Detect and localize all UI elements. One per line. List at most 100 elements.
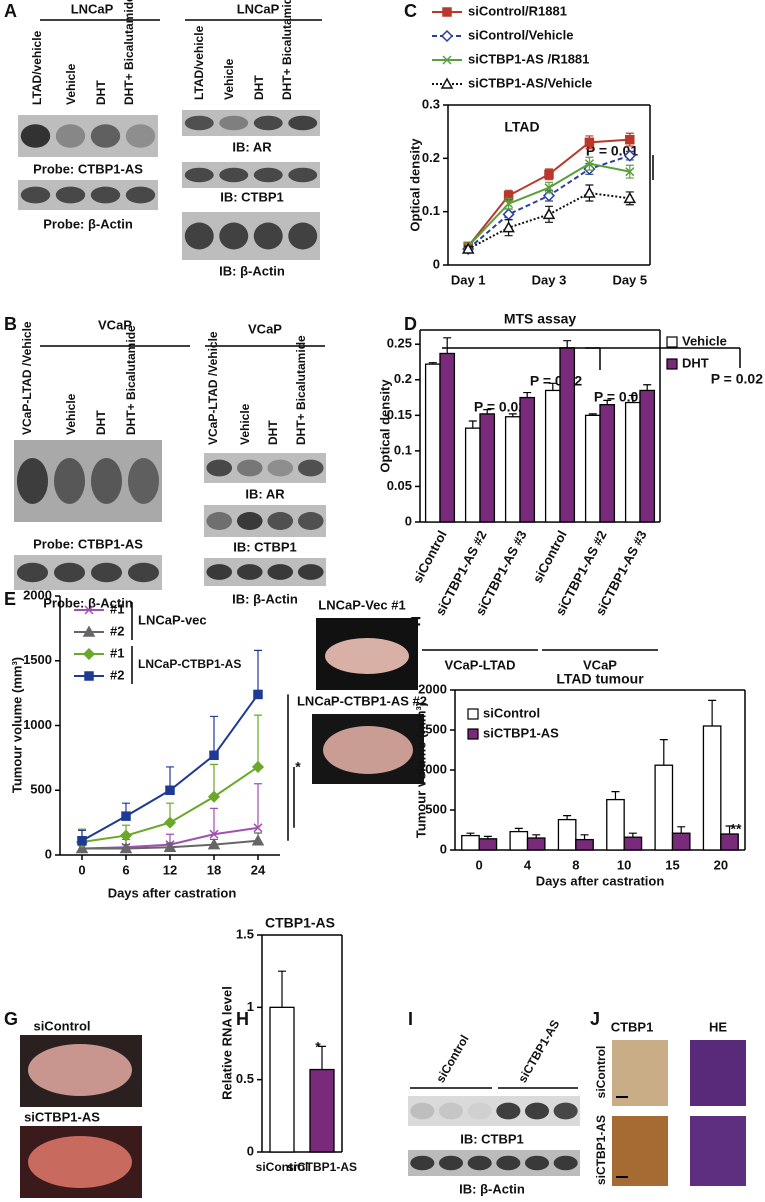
- band: [53, 458, 86, 504]
- label: VCaP: [248, 321, 282, 336]
- panel-letter: B: [4, 314, 17, 334]
- bar: [624, 401, 641, 523]
- y-tick-label: 500: [425, 801, 447, 816]
- group-label: VCaP: [583, 657, 617, 672]
- band: [55, 186, 86, 204]
- label: siCTBP1-AS: [515, 1017, 562, 1085]
- legend-label: #2: [110, 623, 124, 638]
- marker: [461, 242, 475, 254]
- chart-title: MTS assay: [504, 311, 577, 327]
- bar: [509, 830, 529, 851]
- mouse: [323, 726, 413, 774]
- x-tick-label: 4: [524, 857, 532, 872]
- label: Vehicle: [238, 403, 252, 445]
- legend-marker: [442, 7, 452, 17]
- marker: [163, 840, 177, 852]
- x-axis-label: Days after castration: [108, 885, 237, 900]
- y-tick-label: 1000: [23, 717, 52, 732]
- marker: [207, 790, 221, 803]
- band: [253, 115, 283, 131]
- band: [90, 124, 121, 148]
- band: [184, 115, 214, 131]
- label: siCTBP1-AS: [24, 1109, 100, 1124]
- label: LNCaP-Vec #1: [318, 597, 405, 612]
- band: [553, 1102, 578, 1120]
- panel-letter: G: [4, 1009, 18, 1029]
- label: siControl: [433, 1032, 471, 1085]
- y-tick-label: 1: [247, 999, 254, 1014]
- error-bar: [210, 807, 218, 835]
- band: [206, 564, 233, 580]
- y-tick-label: 0.25: [387, 336, 412, 351]
- band: [184, 167, 214, 183]
- y-tick-label: 2000: [418, 681, 447, 696]
- band: [127, 562, 160, 583]
- panel-letter: J: [590, 1009, 600, 1029]
- bar: [479, 413, 496, 523]
- marker: [584, 137, 595, 148]
- band: [267, 459, 294, 477]
- band: [53, 562, 86, 583]
- y-axis-label: Tumour volume (mm³): [9, 657, 24, 793]
- group-label: VCaP-LTAD: [444, 657, 515, 672]
- legend-label: DHT: [682, 355, 709, 370]
- error-bar: [725, 825, 734, 834]
- band: [90, 458, 123, 504]
- band: [410, 1155, 435, 1171]
- mouse: [325, 638, 409, 674]
- tile: [612, 1040, 668, 1106]
- error-bar: [318, 1045, 326, 1070]
- x-tick-label: siControl: [256, 1160, 309, 1174]
- label: LTAD/vehicle: [192, 25, 206, 100]
- label: IB: CTBP1: [220, 189, 284, 204]
- band: [90, 186, 121, 204]
- error-bar: [563, 815, 572, 820]
- label: DHT: [94, 410, 108, 435]
- band: [467, 1155, 492, 1171]
- band: [438, 1102, 464, 1120]
- y-tick-label: 0.3: [422, 96, 440, 111]
- label: Probe: β-Actin: [43, 216, 133, 231]
- marker: [77, 836, 87, 846]
- band: [496, 1102, 521, 1120]
- legend-group: LNCaP-CTBP1-AS: [138, 657, 241, 671]
- y-tick-label: 0.2: [394, 371, 412, 386]
- mouse: [28, 1136, 132, 1188]
- bar: [464, 427, 481, 523]
- legend-swatch: [666, 358, 678, 370]
- label: IB: β-Actin: [232, 591, 298, 606]
- marker: [251, 760, 265, 774]
- band: [297, 459, 324, 477]
- band: [267, 564, 294, 580]
- y-axis-label: Optical density: [407, 138, 422, 232]
- y-tick-label: 0.1: [422, 203, 440, 218]
- marker: [544, 183, 554, 193]
- label: Probe: CTBP1-AS: [33, 536, 143, 551]
- bar: [671, 832, 691, 851]
- label: LNCaP: [237, 1, 280, 16]
- bar: [269, 1006, 295, 1153]
- error-bar: [278, 970, 286, 1008]
- x-tick-label: 18: [207, 862, 221, 877]
- bar: [654, 764, 674, 851]
- label: HE: [709, 1019, 727, 1034]
- chart-title: CTBP1-AS: [265, 915, 335, 931]
- band: [16, 458, 49, 504]
- panel-letter: E: [4, 589, 16, 609]
- label: DHT+ Bicalutamide: [294, 335, 308, 445]
- x-tick-label: 15: [665, 857, 679, 872]
- tile: [690, 1040, 746, 1106]
- panel-letter: A: [4, 1, 17, 21]
- error-bar: [580, 834, 589, 840]
- bar: [557, 818, 577, 851]
- legend-label: #1: [110, 645, 124, 660]
- x-tick-label: 20: [714, 857, 728, 872]
- label: LTAD/vehicle: [30, 30, 44, 105]
- label: LNCaP-CTBP1-AS #2: [297, 693, 427, 708]
- band: [553, 1155, 578, 1171]
- y-tick-label: 0.2: [422, 150, 440, 165]
- bar: [439, 352, 456, 523]
- x-tick-label: Day 5: [612, 272, 647, 287]
- panel-letter: D: [404, 314, 417, 334]
